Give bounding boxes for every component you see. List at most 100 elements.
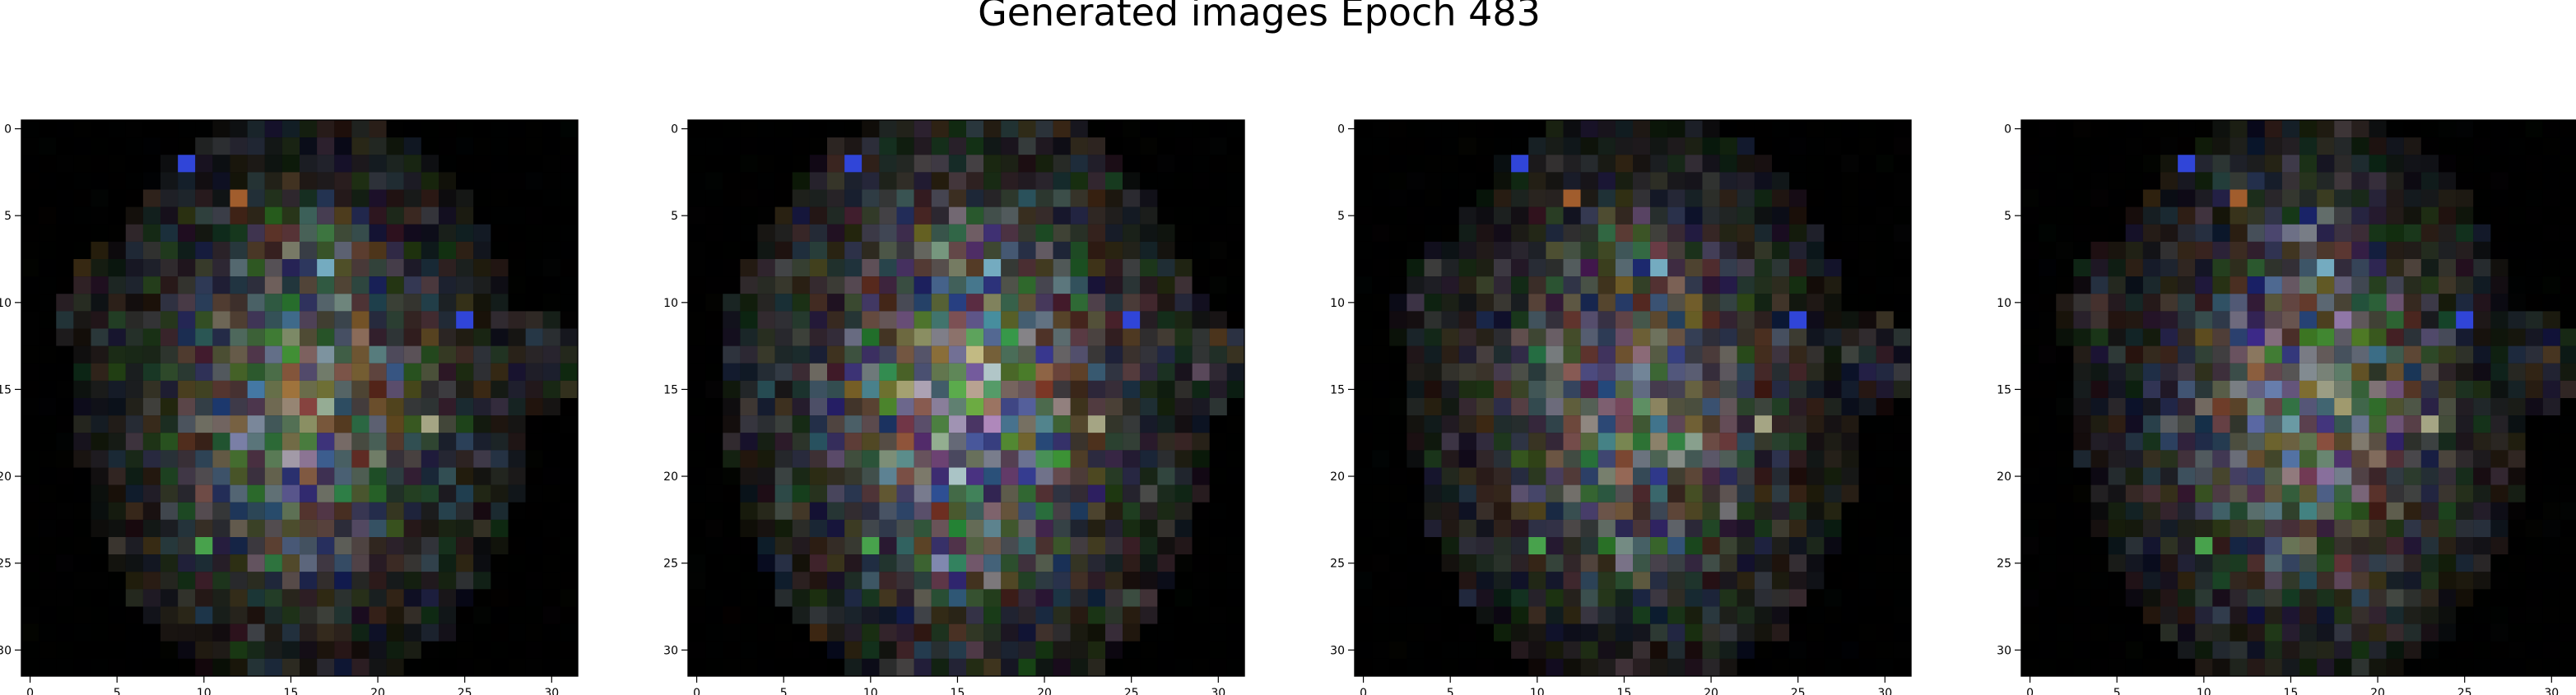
image-pixel xyxy=(2387,276,2404,294)
image-pixel xyxy=(1546,520,1563,537)
image-pixel xyxy=(1442,329,1459,346)
image-pixel xyxy=(1088,329,1105,346)
image-pixel xyxy=(793,346,810,364)
image-pixel xyxy=(126,415,143,433)
image-pixel xyxy=(810,276,827,294)
image-pixel xyxy=(282,503,300,520)
image-pixel xyxy=(212,398,230,415)
image-pixel xyxy=(862,207,879,225)
image-pixel xyxy=(1772,155,1789,172)
image-pixel xyxy=(109,329,126,346)
image-pixel xyxy=(2160,225,2178,242)
image-pixel xyxy=(2404,468,2421,485)
image-pixel xyxy=(126,554,143,572)
image-pixel xyxy=(1598,450,1616,467)
image-pixel xyxy=(91,120,109,137)
image-pixel xyxy=(526,242,543,259)
image-pixel xyxy=(421,433,439,450)
image-pixel xyxy=(879,190,896,207)
image-pixel xyxy=(2230,607,2248,624)
y-tick-label: 0 xyxy=(2004,123,2011,137)
image-pixel xyxy=(317,242,334,259)
image-pixel xyxy=(1389,329,1407,346)
image-pixel xyxy=(317,572,334,589)
image-pixel xyxy=(91,485,109,503)
image-pixel xyxy=(300,294,317,311)
image-pixel xyxy=(1494,415,1511,433)
image-pixel xyxy=(1355,624,1372,642)
image-pixel xyxy=(1018,415,1035,433)
image-pixel xyxy=(688,398,705,415)
image-pixel xyxy=(1001,520,1018,537)
image-pixel xyxy=(827,155,844,172)
image-pixel xyxy=(2404,207,2421,225)
image-pixel xyxy=(758,242,775,259)
image-pixel xyxy=(1157,554,1174,572)
image-pixel xyxy=(1175,659,1193,676)
image-pixel xyxy=(351,381,369,398)
image-pixel xyxy=(2456,329,2473,346)
image-pixel xyxy=(2282,242,2299,259)
image-pixel xyxy=(1476,190,1494,207)
image-pixel xyxy=(2387,346,2404,364)
image-pixel xyxy=(212,311,230,328)
image-pixel xyxy=(1703,468,1720,485)
image-pixel xyxy=(1459,225,1476,242)
image-pixel xyxy=(1476,450,1494,467)
image-pixel xyxy=(2509,415,2526,433)
image-pixel xyxy=(230,329,248,346)
image-pixel xyxy=(2282,364,2299,381)
image-pixel xyxy=(160,381,178,398)
image-pixel xyxy=(844,433,862,450)
image-pixel xyxy=(1703,155,1720,172)
image-pixel xyxy=(491,589,508,606)
image-pixel xyxy=(1546,155,1563,172)
image-pixel xyxy=(1511,137,1528,155)
image-pixel xyxy=(1789,624,1806,642)
image-pixel xyxy=(740,624,757,642)
image-pixel xyxy=(1581,364,1598,381)
image-pixel xyxy=(109,433,126,450)
image-pixel xyxy=(473,137,491,155)
image-pixel xyxy=(1494,155,1511,172)
image-pixel xyxy=(1789,276,1806,294)
image-pixel xyxy=(1650,520,1667,537)
image-pixel xyxy=(1667,468,1685,485)
image-pixel xyxy=(1667,642,1685,659)
image-pixel xyxy=(387,520,404,537)
image-pixel xyxy=(2230,468,2248,485)
image-pixel xyxy=(1372,120,1389,137)
image-pixel xyxy=(1564,572,1581,589)
image-pixel xyxy=(2126,294,2143,311)
image-pixel xyxy=(1407,537,1424,554)
image-pixel xyxy=(1123,415,1140,433)
image-pixel xyxy=(2543,225,2560,242)
image-pixel xyxy=(1667,398,1685,415)
image-pixel xyxy=(560,364,578,381)
image-pixel xyxy=(1598,207,1616,225)
image-pixel xyxy=(456,364,473,381)
image-pixel xyxy=(1772,468,1789,485)
image-pixel xyxy=(560,468,578,485)
image-pixel xyxy=(1372,554,1389,572)
image-pixel xyxy=(2282,207,2299,225)
image-pixel xyxy=(2282,624,2299,642)
image-pixel xyxy=(2439,329,2456,346)
image-pixel xyxy=(456,311,473,328)
image-pixel xyxy=(1876,554,1894,572)
image-pixel xyxy=(2560,398,2576,415)
image-pixel xyxy=(1036,624,1053,642)
image-pixel xyxy=(1140,450,1157,467)
image-pixel xyxy=(56,468,73,485)
image-pixel xyxy=(949,294,966,311)
image-pixel xyxy=(2248,259,2265,276)
image-pixel xyxy=(1546,137,1563,155)
image-pixel xyxy=(2212,554,2230,572)
image-pixel xyxy=(844,520,862,537)
image-pixel xyxy=(1193,172,1210,189)
image-pixel xyxy=(897,537,914,554)
image-pixel xyxy=(195,329,212,346)
image-pixel xyxy=(1036,137,1053,155)
image-pixel xyxy=(1633,485,1650,503)
image-pixel xyxy=(1685,624,1702,642)
